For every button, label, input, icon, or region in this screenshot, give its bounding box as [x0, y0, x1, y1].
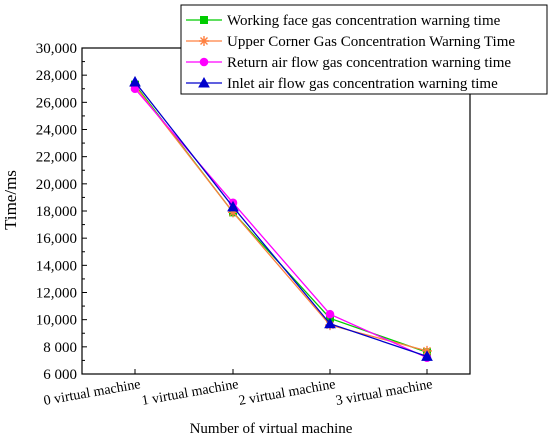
series-layer: [129, 75, 433, 363]
y-tick-label: 26,000: [36, 95, 77, 111]
y-tick-label: 20,000: [36, 177, 77, 193]
x-axis-title: Number of virtual machine: [190, 421, 353, 437]
data-point: [421, 350, 433, 361]
x-tick-label: 1 virtual machine: [141, 377, 240, 409]
y-tick-label: 8 000: [43, 340, 77, 356]
data-point: [228, 207, 238, 218]
y-tick-label: 28,000: [36, 68, 77, 84]
y-tick-label: 24,000: [36, 123, 77, 139]
legend-entry: Working face gas concentration warning t…: [186, 13, 501, 29]
legend-label: Return air flow gas concentration warnin…: [227, 55, 511, 71]
legend-label: Working face gas concentration warning t…: [227, 13, 501, 29]
series-3: [130, 84, 432, 363]
x-tick-label: 3 virtual machine: [335, 377, 434, 409]
legend-entry: Inlet air flow gas concentration warning…: [186, 76, 498, 92]
x-tick-label: 2 virtual machine: [238, 377, 337, 409]
plot-border: [81, 47, 471, 375]
y-axis: 6 000 8 000 10,000 12,000 14,000 16,000 18,000…: [36, 41, 87, 383]
legend-label: Inlet air flow gas concentration warning…: [227, 76, 498, 92]
y-axis-title: Time/ms: [1, 170, 20, 230]
series-2: [130, 81, 432, 356]
data-point: [227, 200, 239, 212]
y-tick-label: 6 000: [43, 367, 77, 383]
legend-marker: [199, 36, 209, 46]
legend-marker: [199, 57, 209, 67]
series-line: [134, 84, 428, 353]
plot-frame: [81, 47, 471, 375]
series-line: [134, 88, 428, 359]
data-point: [325, 309, 335, 319]
legend-entry: Upper Corner Gas Concentration Warning T…: [186, 34, 515, 50]
y-tick-label: 30,000: [36, 41, 77, 57]
y-tick-label: 18,000: [36, 204, 77, 220]
series-1: [131, 80, 431, 357]
series-line: [134, 85, 428, 352]
series-4: [129, 75, 433, 361]
legend-entry: Return air flow gas concentration warnin…: [186, 55, 511, 71]
data-point: [324, 317, 336, 329]
legend-marker: [200, 16, 208, 24]
y-tick-label: 12,000: [36, 286, 77, 302]
series-line: [134, 81, 428, 357]
legend-marker: [198, 76, 210, 88]
legend: Working face gas concentration warning t…: [180, 4, 548, 95]
legend-box: [180, 4, 548, 95]
y-tick-label: 16,000: [36, 231, 77, 247]
y-tick-label: 14,000: [36, 258, 77, 274]
data-point: [129, 75, 141, 87]
y-tick-label: 10,000: [36, 313, 77, 329]
y-tick-label: 22,000: [36, 150, 77, 166]
legend-label: Upper Corner Gas Concentration Warning T…: [227, 34, 515, 50]
